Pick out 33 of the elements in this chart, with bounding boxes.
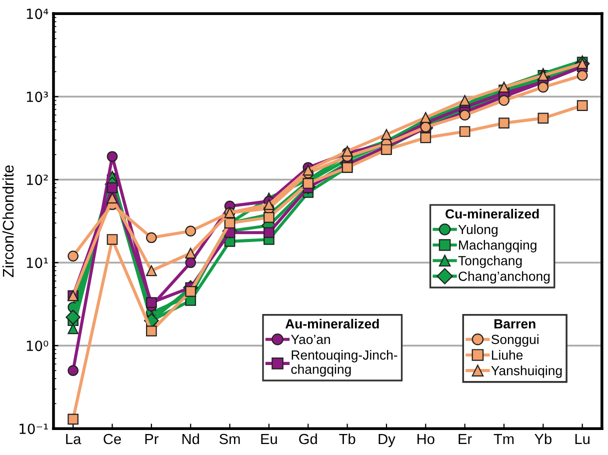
x-tick-label: Yb <box>534 433 552 444</box>
x-tick-label: La <box>66 434 82 444</box>
legend-label: Machangqing <box>459 240 536 252</box>
legend-label: Songgui <box>491 334 538 347</box>
x-tick-label: Dy <box>378 434 396 448</box>
legend-label: Chang’anchong <box>458 271 550 284</box>
annotation: Barren <box>494 319 536 329</box>
x-tick-label: Ho <box>418 434 434 444</box>
x-tick-label: Nd <box>182 433 199 444</box>
y-axis-title: Zircon/Chondrite <box>2 165 14 278</box>
y-tick-label: 10⁻¹ <box>20 424 48 434</box>
y-tick-label: 10² <box>26 174 48 186</box>
x-tick-label: Pr <box>145 434 158 444</box>
legend-label: Yanshuiqing <box>491 366 562 378</box>
x-tick-label: Ce <box>104 434 121 444</box>
legend-label: Rentouqing-Jinch- changqing <box>291 350 398 377</box>
x-tick-label: Sm <box>220 434 240 444</box>
x-tick-label: Tm <box>494 434 514 444</box>
x-tick-label: Tb <box>339 433 356 444</box>
x-tick-label: Er <box>458 434 472 444</box>
annotation: Cu-mineralized <box>446 208 539 219</box>
y-tick-label: 10⁴ <box>26 8 48 20</box>
legend-label: Yulong <box>458 224 498 237</box>
x-tick-label: Eu <box>261 434 277 444</box>
x-tick-label: Gd <box>299 433 317 444</box>
legend-label: Tongchang <box>458 256 522 268</box>
legend-label: Liuhe <box>492 350 523 360</box>
y-tick-label: 10³ <box>26 92 48 102</box>
y-tick-label: 10¹ <box>26 258 48 268</box>
legend-label: Yao’an <box>291 334 330 344</box>
x-tick-label: Lu <box>575 434 590 444</box>
annotation: Au-mineralized <box>285 318 379 329</box>
y-tick-label: 10⁰ <box>26 340 48 352</box>
